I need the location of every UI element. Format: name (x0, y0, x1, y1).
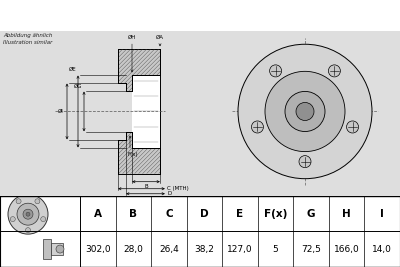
Text: ØH: ØH (128, 35, 136, 40)
Bar (51, 243, 63, 255)
Text: 72,5: 72,5 (301, 245, 321, 254)
Bar (43, 239, 51, 259)
Text: H: H (342, 209, 351, 219)
Text: F(x): F(x) (127, 152, 138, 157)
Circle shape (41, 217, 46, 222)
Circle shape (265, 71, 345, 152)
Text: 428263: 428263 (310, 8, 370, 23)
Text: A: A (94, 209, 102, 219)
Text: B: B (144, 184, 148, 189)
Circle shape (17, 203, 39, 225)
Text: D: D (200, 209, 209, 219)
Circle shape (56, 245, 64, 253)
Circle shape (270, 65, 282, 77)
Text: Illustration similar: Illustration similar (3, 40, 52, 45)
Text: 302,0: 302,0 (85, 245, 110, 254)
Text: G: G (307, 209, 315, 219)
Text: ate: ate (283, 111, 337, 142)
Text: E: E (236, 209, 244, 219)
Text: 14,0: 14,0 (372, 245, 392, 254)
Text: D: D (167, 191, 171, 196)
Circle shape (285, 91, 325, 132)
Circle shape (299, 156, 311, 168)
Text: 5: 5 (273, 245, 278, 254)
Text: ØG: ØG (74, 83, 82, 88)
Text: C: C (165, 209, 173, 219)
Text: F(x): F(x) (264, 209, 287, 219)
Circle shape (16, 199, 21, 204)
Circle shape (328, 65, 340, 77)
Text: 28,0: 28,0 (123, 245, 143, 254)
Text: 166,0: 166,0 (334, 245, 360, 254)
Circle shape (35, 199, 40, 204)
Circle shape (296, 103, 314, 120)
Circle shape (238, 44, 372, 179)
Text: Abbildung ähnlich: Abbildung ähnlich (3, 33, 52, 38)
Circle shape (346, 121, 358, 133)
Text: 38,2: 38,2 (194, 245, 214, 254)
Text: I: I (380, 209, 384, 219)
Text: ØI: ØI (58, 109, 64, 114)
Text: ØE: ØE (68, 67, 76, 72)
Circle shape (10, 217, 15, 222)
Bar (132, 75, 160, 148)
PathPatch shape (118, 132, 160, 174)
Text: B: B (129, 209, 137, 219)
Circle shape (26, 212, 30, 216)
Circle shape (8, 194, 48, 234)
Text: ØA: ØA (156, 35, 164, 40)
Text: 24.0128-0263.1: 24.0128-0263.1 (145, 8, 275, 23)
Text: 26,4: 26,4 (159, 245, 179, 254)
Circle shape (252, 121, 264, 133)
Text: C (MTH): C (MTH) (167, 186, 189, 191)
PathPatch shape (118, 49, 160, 91)
Text: 127,0: 127,0 (227, 245, 253, 254)
Circle shape (23, 209, 33, 219)
Circle shape (26, 228, 30, 233)
